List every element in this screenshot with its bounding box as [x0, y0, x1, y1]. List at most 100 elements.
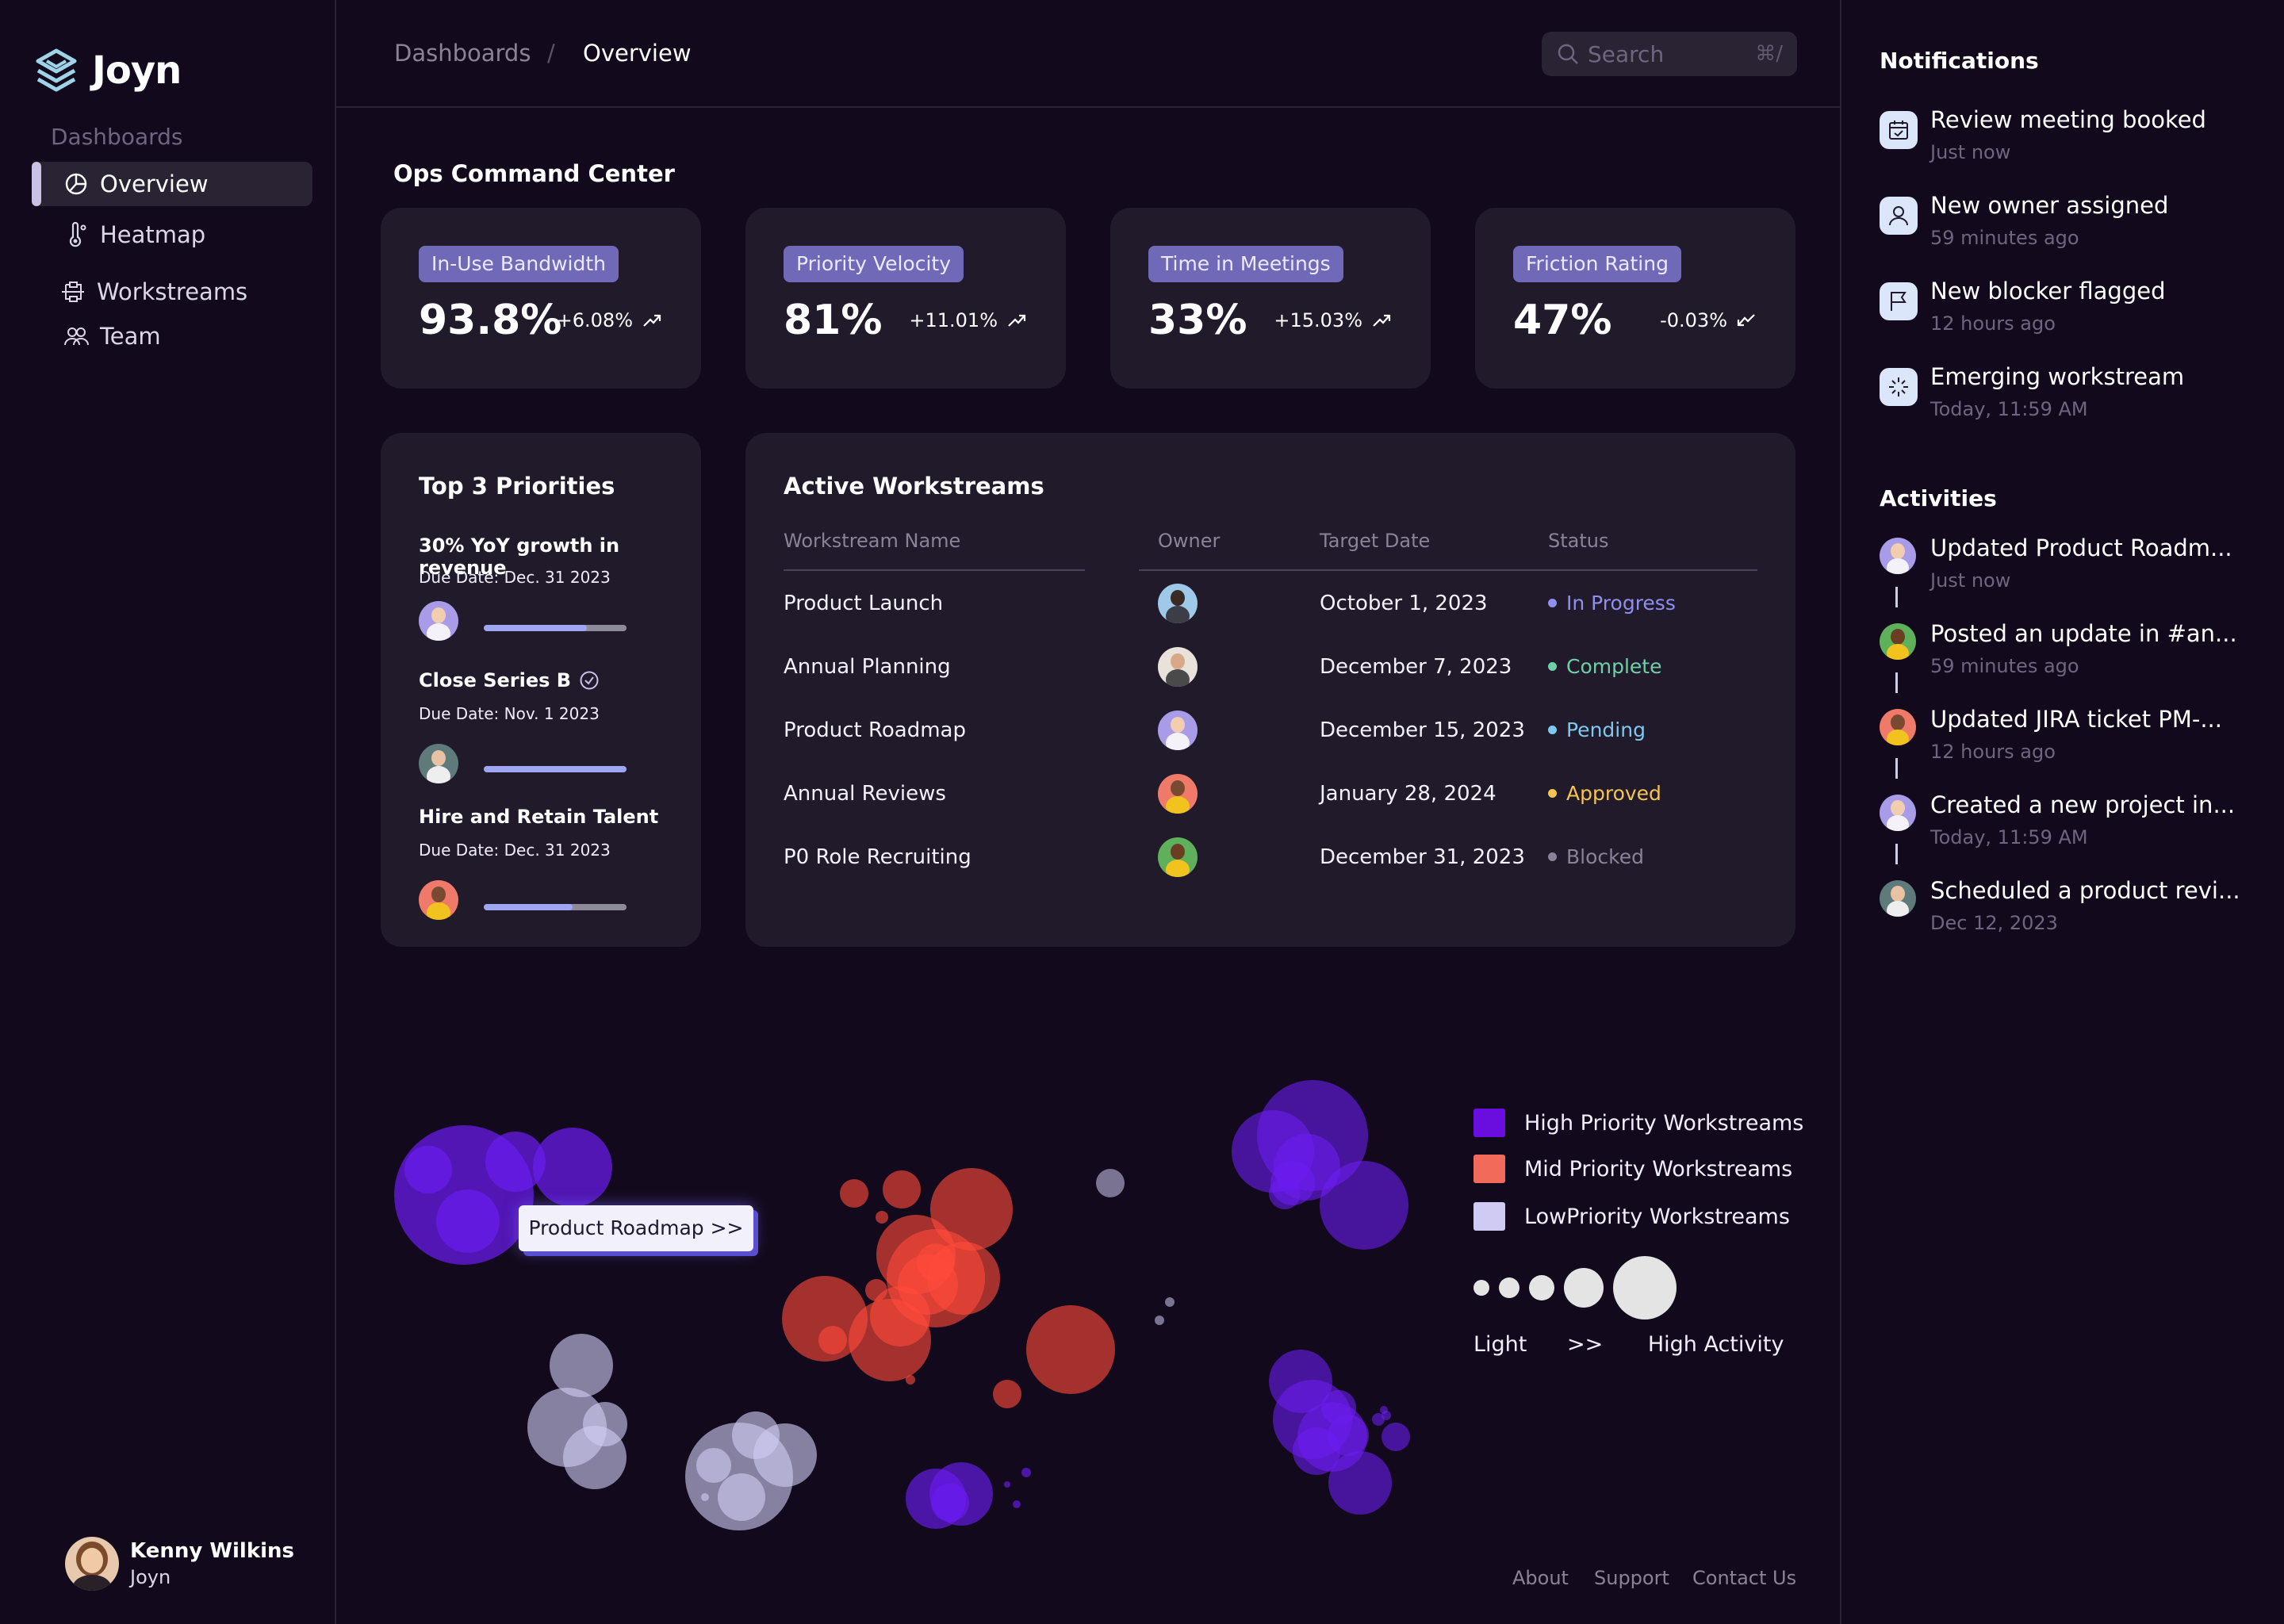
priorities-title: Top 3 Priorities	[419, 473, 615, 500]
legend-label: Mid Priority Workstreams	[1524, 1156, 1793, 1182]
sidebar-item-overview[interactable]: Overview	[32, 162, 312, 206]
workstream-date: January 28, 2024	[1320, 782, 1496, 806]
notification-title: New owner assigned	[1930, 192, 2169, 219]
workstream-name[interactable]: Product Launch	[784, 592, 944, 615]
activity-item[interactable]: Updated Product Roadm... Just now	[1880, 533, 2276, 596]
search-input[interactable]: Search ⌘/	[1542, 32, 1797, 76]
activity-item[interactable]: Updated JIRA ticket PM-... 12 hours ago	[1880, 704, 2276, 768]
breadcrumb-dashboards[interactable]: Dashboards	[394, 40, 531, 67]
app-logo[interactable]: Joyn	[33, 48, 182, 94]
workstream-date: December 31, 2023	[1320, 845, 1525, 869]
sidebar: Joyn Dashboards Overview Heatmap Workstr…	[0, 0, 336, 1624]
kpi-card-velocity[interactable]: Priority Velocity 81% +11.01%	[745, 208, 1066, 389]
kpi-change: +11.01%	[909, 309, 1026, 331]
avatar	[1880, 795, 1916, 831]
footer-link-support[interactable]: Support	[1594, 1567, 1669, 1589]
status-text: In Progress	[1566, 592, 1676, 615]
avatar	[419, 601, 458, 641]
user-org: Joyn	[130, 1566, 171, 1588]
priority-name[interactable]: Close Series B	[419, 669, 600, 691]
kpi-card-meetings[interactable]: Time in Meetings 33% +15.03%	[1110, 208, 1431, 389]
priority-due-date: Due Date: Dec. 31 2023	[419, 841, 611, 860]
sidebar-item-workstreams[interactable]: Workstreams	[32, 270, 312, 314]
scale-label-mid: >>	[1566, 1332, 1604, 1357]
kpi-value: 47%	[1513, 297, 1612, 344]
search-placeholder: Search	[1588, 40, 1665, 67]
activity-time: Dec 12, 2023	[1930, 912, 2058, 934]
priority-progress-bar	[484, 766, 627, 772]
workstream-name[interactable]: Annual Reviews	[784, 782, 946, 806]
kpi-card-friction[interactable]: Friction Rating 47% -0.03%	[1475, 208, 1795, 389]
activity-connector	[1895, 758, 1898, 779]
column-header-status[interactable]: Status	[1548, 530, 1609, 552]
legend-label: LowPriority Workstreams	[1524, 1204, 1790, 1229]
notification-item[interactable]: Review meeting booked Just now	[1880, 103, 2260, 167]
avatar	[1880, 623, 1916, 660]
priority-name[interactable]: Hire and Retain Talent	[419, 806, 659, 828]
low-priority-cluster-center[interactable]	[685, 1411, 817, 1530]
activity-item[interactable]: Scheduled a product revi... Dec 12, 2023	[1880, 875, 2276, 939]
workstream-name[interactable]: P0 Role Recruiting	[784, 845, 971, 869]
status-dot	[1548, 852, 1557, 861]
activity-scale-labels: Light >> High Activity	[1473, 1332, 1784, 1357]
kpi-value: 33%	[1148, 297, 1247, 344]
high-priority-cluster-bottom-right[interactable]	[1269, 1350, 1410, 1515]
priority-name[interactable]: 30% YoY growth in revenue	[419, 534, 620, 579]
workstreams-card: Active Workstreams	[745, 433, 1795, 947]
sidebar-item-heatmap[interactable]: Heatmap	[32, 213, 312, 257]
legend-item-low: LowPriority Workstreams	[1473, 1202, 1790, 1231]
owner-avatar	[1158, 710, 1198, 750]
activity-item[interactable]: Created a new project in... Today, 11:59…	[1880, 790, 2276, 853]
low-priority-cluster-left[interactable]	[527, 1334, 627, 1489]
legend-label: High Priority Workstreams	[1524, 1110, 1804, 1136]
status-text: Pending	[1566, 718, 1646, 741]
column-header-date[interactable]: Target Date	[1320, 530, 1431, 552]
mid-priority-cluster[interactable]	[782, 1168, 1115, 1408]
kpi-change: +6.08%	[557, 309, 661, 331]
workstream-bubble-map[interactable]	[336, 983, 1840, 1554]
legend-swatch	[1473, 1202, 1505, 1231]
avatar	[65, 1537, 119, 1591]
notification-time: Today, 11:59 AM	[1930, 398, 2088, 420]
column-header-name[interactable]: Workstream Name	[784, 530, 961, 552]
activity-item[interactable]: Posted an update in #an... 59 minutes ag…	[1880, 619, 2276, 682]
kpi-card-bandwidth[interactable]: In-Use Bandwidth 93.8% +6.08%	[381, 208, 701, 389]
priorities-card: Top 3 Priorities 30% YoY growth in reven…	[381, 433, 701, 947]
sidebar-item-team[interactable]: Team	[32, 314, 312, 358]
footer-link-contact[interactable]: Contact Us	[1692, 1567, 1797, 1589]
kpi-change-value: +11.01%	[909, 309, 998, 331]
high-priority-cluster-left[interactable]	[394, 1125, 612, 1265]
app-name: Joyn	[92, 48, 182, 93]
scale-dot	[1564, 1268, 1604, 1308]
low-priority-scattered[interactable]	[1096, 1169, 1175, 1325]
sidebar-item-label: Team	[100, 323, 161, 350]
workstream-date: December 7, 2023	[1320, 655, 1512, 679]
trend-down-icon	[1737, 314, 1755, 327]
workstream-name[interactable]: Product Roadmap	[784, 718, 966, 742]
legend-item-mid: Mid Priority Workstreams	[1473, 1155, 1792, 1183]
workstream-name[interactable]: Annual Planning	[784, 655, 951, 679]
user-profile[interactable]: Kenny Wilkins Joyn	[65, 1537, 294, 1591]
search-shortcut: ⌘/	[1755, 42, 1783, 66]
bubble-tooltip[interactable]: Product Roadmap >>	[519, 1205, 753, 1251]
kpi-label: Friction Rating	[1513, 246, 1681, 282]
status-badge: Approved	[1548, 782, 1661, 805]
notification-time: 12 hours ago	[1930, 312, 2056, 335]
priority-name-text: Close Series B	[419, 669, 572, 691]
page-title: Ops Command Center	[393, 160, 675, 187]
high-priority-cluster-bottom-center[interactable]	[906, 1462, 1031, 1529]
pie-chart-icon	[65, 173, 87, 195]
kpi-value: 93.8%	[419, 297, 562, 344]
joyn-logo-icon	[36, 48, 77, 92]
notification-item[interactable]: New blocker flagged 12 hours ago	[1880, 274, 2260, 338]
high-priority-cluster-top-right[interactable]	[1232, 1080, 1408, 1250]
search-icon	[1558, 44, 1578, 64]
notification-item[interactable]: Emerging workstream Today, 11:59 AM	[1880, 360, 2260, 423]
notification-item[interactable]: New owner assigned 59 minutes ago	[1880, 189, 2260, 252]
priority-progress-fill	[484, 766, 627, 772]
legend-swatch	[1473, 1109, 1505, 1137]
column-header-owner[interactable]: Owner	[1158, 530, 1221, 552]
workstreams-title: Active Workstreams	[784, 473, 1044, 500]
footer-link-about[interactable]: About	[1512, 1567, 1569, 1589]
activity-title: Scheduled a product revi...	[1930, 877, 2240, 904]
